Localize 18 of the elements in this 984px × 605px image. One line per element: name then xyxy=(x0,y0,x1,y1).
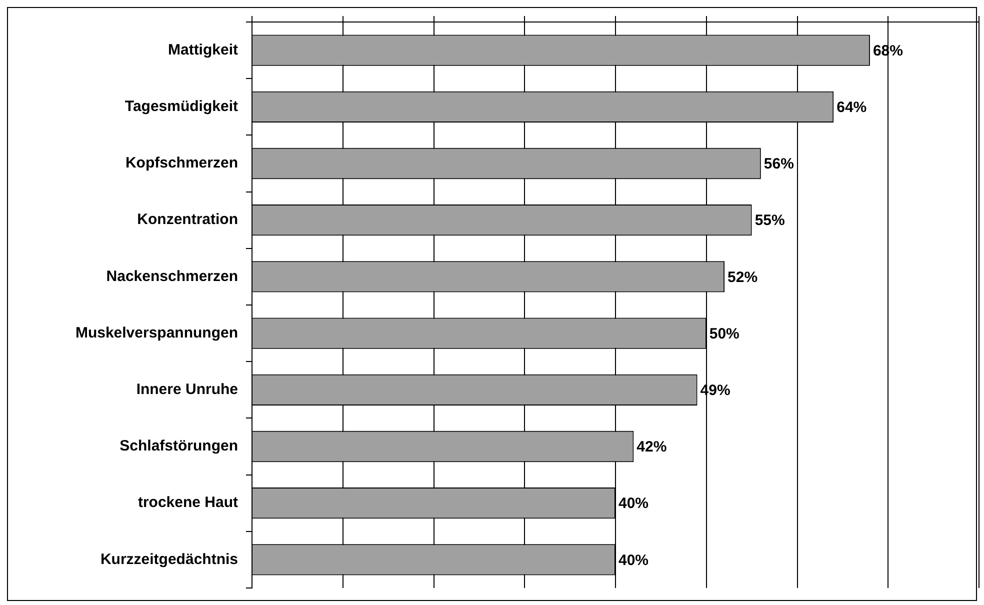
y-tick-label: Tagesmüdigkeit xyxy=(124,98,238,116)
y-tick-label: Kopfschmerzen xyxy=(125,154,238,172)
y-tick-label: trockene Haut xyxy=(138,494,238,512)
y-tick-label: Mattigkeit xyxy=(168,41,238,58)
data-label: 42% xyxy=(636,438,667,456)
data-label: 64% xyxy=(836,99,867,116)
y-tick-label: Kurzzeitgedächtnis xyxy=(100,550,238,568)
data-label: 52% xyxy=(728,268,758,286)
data-label: 50% xyxy=(709,325,740,342)
y-tick-label: Schlafstörungen xyxy=(120,438,238,455)
data-label: 40% xyxy=(618,552,649,569)
data-label: 40% xyxy=(618,495,649,512)
y-tick-label: Nackenschmerzen xyxy=(106,268,238,285)
data-label: 56% xyxy=(764,156,794,173)
y-tick-label: Muskelverspannungen xyxy=(75,324,238,342)
data-label: 55% xyxy=(754,212,785,230)
y-tick-label: Konzentration xyxy=(137,211,238,228)
y-tick-label: Innere Unruhe xyxy=(136,381,238,398)
